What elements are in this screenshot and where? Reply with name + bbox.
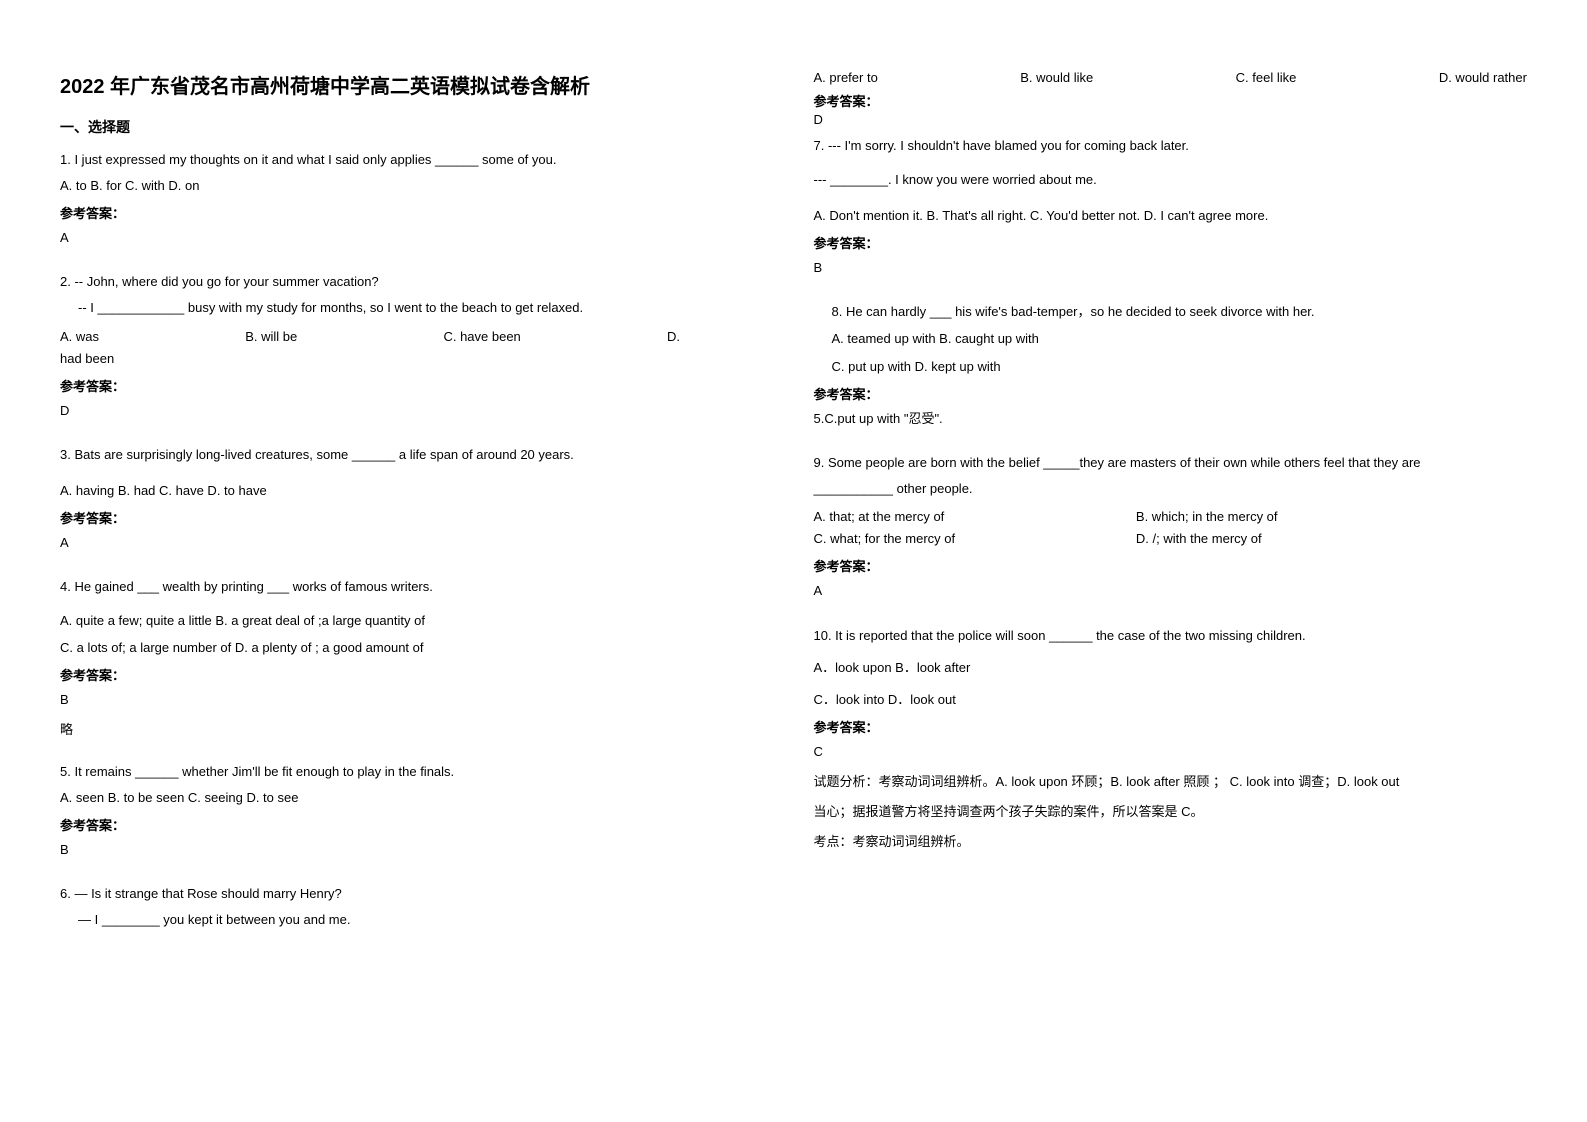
- right-column: A. prefer to B. would like C. feel like …: [814, 70, 1528, 1082]
- question-8: 8. He can hardly ___ his wife's bad-temp…: [814, 301, 1528, 437]
- q9-opt-d: D. /; with the mercy of: [1136, 528, 1434, 550]
- q6-opt-a: A. prefer to: [814, 70, 878, 85]
- q2-opt-d: D.: [667, 326, 680, 348]
- question-10: 10. It is reported that the police will …: [814, 625, 1528, 862]
- question-9: 9. Some people are born with the belief …: [814, 452, 1528, 611]
- q10-answer: C: [814, 741, 1528, 763]
- q9-line2: ___________ other people.: [814, 478, 1528, 500]
- question-5: 5. It remains ______ whether Jim'll be f…: [60, 761, 774, 869]
- q5-answer: B: [60, 839, 774, 861]
- q4-answer: B: [60, 689, 774, 711]
- q7-line1: 7. --- I'm sorry. I shouldn't have blame…: [814, 135, 1528, 157]
- q7-line2: --- ________. I know you were worried ab…: [814, 169, 1528, 191]
- q2-cont: had been: [60, 348, 774, 370]
- q10-exp3: 考点：考察动词词组辨析。: [814, 831, 1528, 853]
- question-3: 3. Bats are surprisingly long-lived crea…: [60, 444, 774, 562]
- q7-answer: B: [814, 257, 1528, 279]
- q9-opt-b: B. which; in the mercy of: [1136, 506, 1434, 528]
- q2-opt-a: A. was: [60, 326, 99, 348]
- q2-opt-c: C. have been: [443, 326, 520, 348]
- q2-line2: -- I ____________ busy with my study for…: [60, 297, 774, 319]
- q6-opt-b: B. would like: [1020, 70, 1093, 85]
- q9-answer: A: [814, 580, 1528, 602]
- q5-text: 5. It remains ______ whether Jim'll be f…: [60, 761, 774, 783]
- q4-options1: A. quite a few; quite a little B. a grea…: [60, 610, 774, 632]
- q7-options: A. Don't mention it. B. That's all right…: [814, 205, 1528, 227]
- q10-text: 10. It is reported that the police will …: [814, 625, 1528, 647]
- q5-answer-label: 参考答案：: [60, 815, 774, 837]
- q10-exp1: 试题分析：考察动词词组辨析。A. look upon 环顾；B. look af…: [814, 771, 1528, 793]
- q6-opt-d: D. would rather: [1439, 70, 1527, 85]
- page-title: 2022 年广东省茂名市高州荷塘中学高二英语模拟试卷含解析: [60, 70, 774, 99]
- q7-answer-label: 参考答案：: [814, 233, 1528, 255]
- q4-note: 略: [60, 719, 774, 741]
- q3-text: 3. Bats are surprisingly long-lived crea…: [60, 444, 774, 466]
- q6-line2: — I ________ you kept it between you and…: [60, 909, 774, 931]
- q6-answer: D: [814, 112, 1528, 127]
- q9-line1: 9. Some people are born with the belief …: [814, 452, 1528, 474]
- q3-answer: A: [60, 532, 774, 554]
- q2-options: A. was B. will be C. have been D.: [60, 326, 680, 348]
- q1-answer: A: [60, 227, 774, 249]
- q8-opts2: C. put up with D. kept up with: [814, 356, 1528, 378]
- q10-options2: C．look into D．look out: [814, 689, 1528, 711]
- q10-exp2: 当心；据报道警方将坚持调查两个孩子失踪的案件，所以答案是 C。: [814, 801, 1528, 823]
- q8-text: 8. He can hardly ___ his wife's bad-temp…: [814, 301, 1528, 323]
- q8-answer-label: 参考答案：: [814, 384, 1528, 406]
- q6-opt-c: C. feel like: [1236, 70, 1297, 85]
- q9-opts-row1: A. that; at the mercy of B. which; in th…: [814, 506, 1434, 528]
- question-7: 7. --- I'm sorry. I shouldn't have blame…: [814, 135, 1528, 287]
- question-4: 4. He gained ___ wealth by printing ___ …: [60, 576, 774, 747]
- q2-line1: 2. -- John, where did you go for your su…: [60, 271, 774, 293]
- q4-options2: C. a lots of; a large number of D. a ple…: [60, 637, 774, 659]
- q6-options: A. prefer to B. would like C. feel like …: [814, 70, 1528, 85]
- q8-opts1: A. teamed up with B. caught up with: [814, 328, 1528, 350]
- q9-answer-label: 参考答案：: [814, 556, 1528, 578]
- q8-answer: 5.C.put up with "忍受".: [814, 408, 1528, 430]
- question-1: 1. I just expressed my thoughts on it an…: [60, 149, 774, 257]
- q1-options: A. to B. for C. with D. on: [60, 175, 774, 197]
- q3-options: A. having B. had C. have D. to have: [60, 480, 774, 502]
- q2-opt-b: B. will be: [245, 326, 297, 348]
- q3-answer-label: 参考答案：: [60, 508, 774, 530]
- q6-answer-label: 参考答案：: [814, 91, 1528, 110]
- section-heading: 一、选择题: [60, 117, 774, 137]
- q1-answer-label: 参考答案：: [60, 203, 774, 225]
- q9-opt-c: C. what; for the mercy of: [814, 528, 1112, 550]
- q10-answer-label: 参考答案：: [814, 717, 1528, 739]
- q2-answer-label: 参考答案：: [60, 376, 774, 398]
- q10-options1: A．look upon B．look after: [814, 657, 1528, 679]
- q9-opts-row2: C. what; for the mercy of D. /; with the…: [814, 528, 1434, 550]
- question-6: 6. — Is it strange that Rose should marr…: [60, 883, 774, 937]
- q6-line1: 6. — Is it strange that Rose should marr…: [60, 883, 774, 905]
- q4-answer-label: 参考答案：: [60, 665, 774, 687]
- q2-answer: D: [60, 400, 774, 422]
- q5-options: A. seen B. to be seen C. seeing D. to se…: [60, 787, 774, 809]
- q9-opt-a: A. that; at the mercy of: [814, 506, 1112, 528]
- left-column: 2022 年广东省茂名市高州荷塘中学高二英语模拟试卷含解析 一、选择题 1. I…: [60, 70, 774, 1082]
- question-2: 2. -- John, where did you go for your su…: [60, 271, 774, 430]
- q4-text: 4. He gained ___ wealth by printing ___ …: [60, 576, 774, 598]
- q1-text: 1. I just expressed my thoughts on it an…: [60, 149, 774, 171]
